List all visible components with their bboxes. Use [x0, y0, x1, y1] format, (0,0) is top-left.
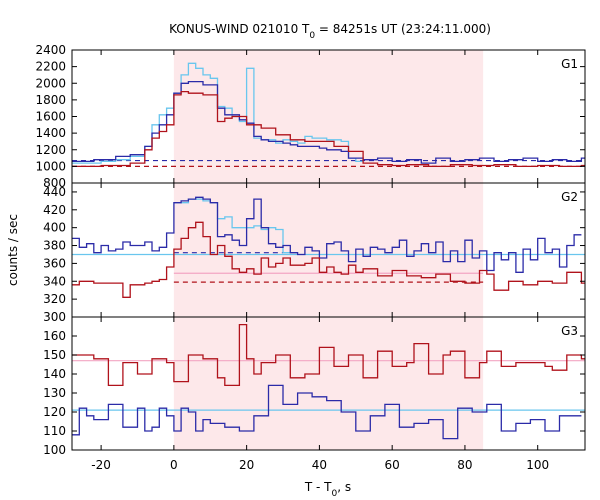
series-g2-red: [72, 221, 585, 298]
series-g3-blue: [72, 384, 582, 440]
x-tick-label: 20: [239, 458, 254, 472]
panel-frame-g3: [71, 316, 586, 451]
y-tick-label: 1000: [35, 159, 66, 173]
y-tick-label: 800: [43, 176, 66, 190]
y-tick-label: 120: [43, 405, 66, 419]
chart-title: KONUS-WIND 021010 T0 = 84251s UT (23:24:…: [169, 22, 491, 41]
panel-label-g1: G1: [561, 57, 578, 71]
y-tick-label: 2200: [35, 60, 66, 74]
y-tick-label: 150: [43, 348, 66, 362]
x-tick-label: 40: [312, 458, 327, 472]
series-g2-light: [173, 198, 291, 254]
shaded-interval: [173, 50, 484, 450]
y-tick-label: 140: [43, 367, 66, 381]
panel-label-g2: G2: [561, 190, 578, 204]
y-tick-label: 2400: [35, 43, 66, 57]
y-tick-label: 160: [43, 329, 66, 343]
x-tick-label: -20: [91, 458, 111, 472]
y-tick-label: 440: [43, 185, 66, 199]
x-axis-label: T - T0, s: [304, 480, 351, 499]
series-g1-blue: [72, 80, 585, 164]
x-tick-label: 60: [385, 458, 400, 472]
y-tick-label: 130: [43, 386, 66, 400]
series-g3-red: [72, 323, 585, 387]
y-tick-label: 1800: [35, 93, 66, 107]
y-tick-label: 100: [43, 443, 66, 457]
y-tick-label: 2000: [35, 76, 66, 90]
y-axis-label: counts / sec: [6, 214, 20, 286]
y-tick-label: 420: [43, 203, 66, 217]
y-tick-label: 110: [43, 424, 66, 438]
y-tick-label: 320: [43, 292, 66, 306]
y-tick-label: 380: [43, 239, 66, 253]
y-tick-label: 1400: [35, 126, 66, 140]
y-tick-label: 340: [43, 274, 66, 288]
series-g2-blue: [72, 196, 582, 273]
x-tick-label: 80: [457, 458, 472, 472]
y-tick-label: 1200: [35, 143, 66, 157]
y-tick-label: 1600: [35, 110, 66, 124]
series-g1-red: [72, 90, 585, 168]
panel-label-g3: G3: [561, 324, 578, 338]
y-tick-label: 300: [43, 310, 66, 324]
x-tick-label: 100: [526, 458, 549, 472]
x-tick-label: 0: [170, 458, 178, 472]
y-tick-label: 360: [43, 256, 66, 270]
y-tick-label: 400: [43, 221, 66, 235]
